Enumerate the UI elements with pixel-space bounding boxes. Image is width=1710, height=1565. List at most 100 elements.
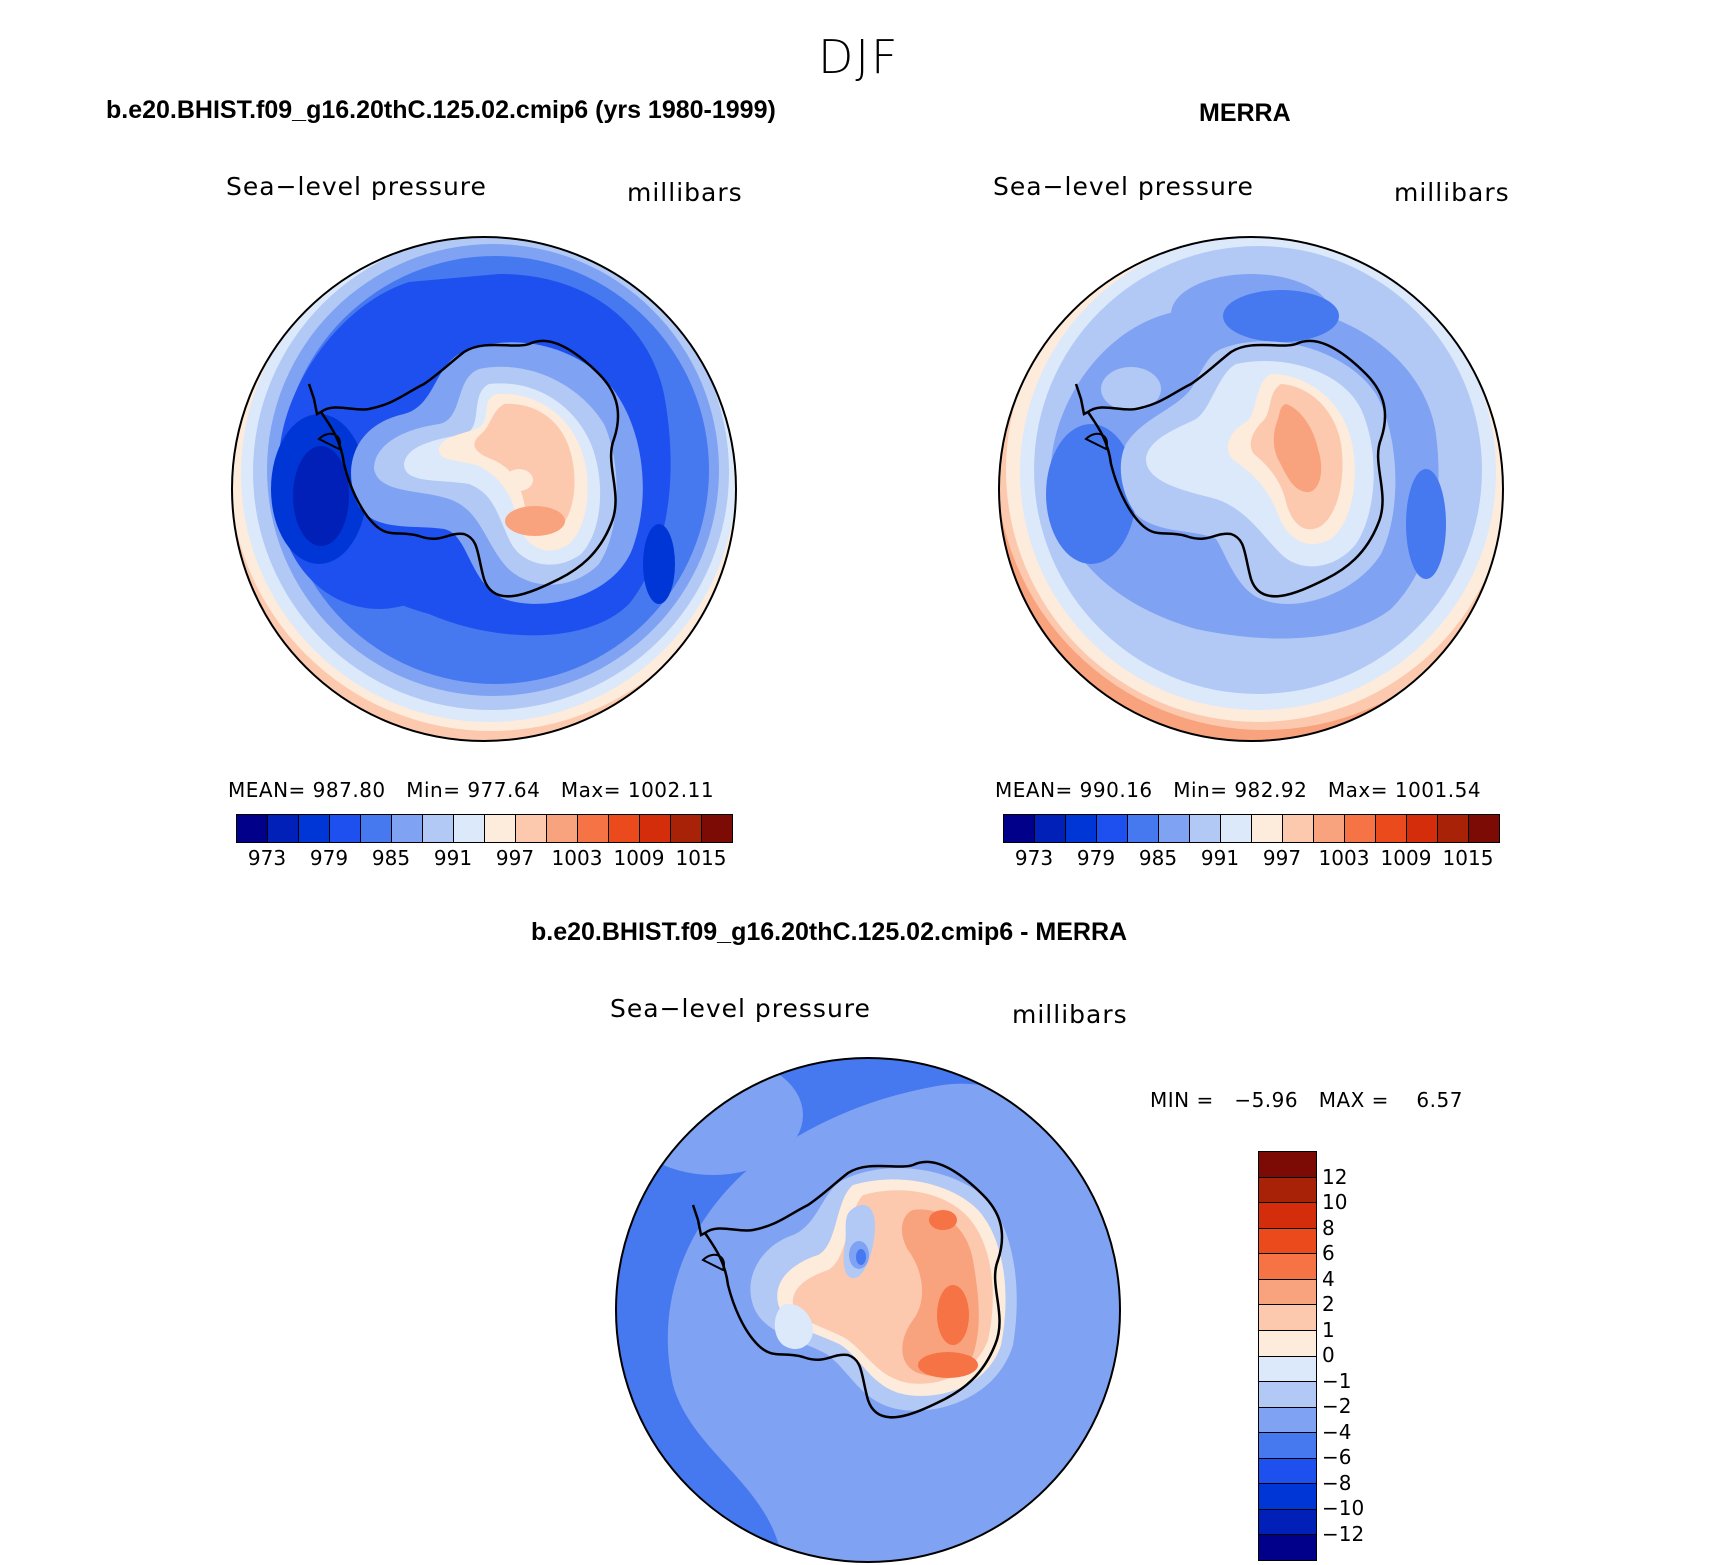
colorbar-swatch bbox=[237, 815, 268, 842]
colorbar-swatch bbox=[485, 815, 516, 842]
colorbar-tick-label: 1003 bbox=[551, 846, 603, 870]
colorbar-swatch bbox=[1345, 815, 1376, 842]
colorbar-swatch bbox=[1438, 815, 1469, 842]
model-stats: MEAN= 987.80 Min= 977.64 Max= 1002.11 bbox=[228, 778, 714, 802]
diff-min-label: MIN = bbox=[1150, 1088, 1214, 1112]
colorbar-tick-label: 997 bbox=[1262, 846, 1302, 870]
colorbar-swatch bbox=[1259, 1254, 1316, 1280]
colorbar-tick-label: 2 bbox=[1322, 1292, 1335, 1316]
obs-variable-label: Sea−level pressure bbox=[993, 172, 1254, 201]
obs-polar-map bbox=[998, 236, 1504, 742]
obs-min-label: Min= bbox=[1173, 778, 1228, 802]
colorbar-tick-label: −8 bbox=[1322, 1470, 1352, 1495]
colorbar-swatch bbox=[299, 815, 330, 842]
model-variable-label: Sea−level pressure bbox=[226, 172, 487, 201]
colorbar-tick-label: 8 bbox=[1322, 1215, 1335, 1240]
colorbar-tick-label: 991 bbox=[1200, 846, 1240, 870]
colorbar-tick-label: 1015 bbox=[1442, 846, 1494, 870]
model-min-value: 977.64 bbox=[467, 778, 541, 802]
diff-min-value: −5.96 bbox=[1234, 1088, 1299, 1112]
obs-case-title: MERRA bbox=[1199, 99, 1291, 127]
colorbar-swatch bbox=[1190, 815, 1221, 842]
colorbar-tick-label: 4 bbox=[1322, 1266, 1335, 1291]
colorbar-tick-label: −10 bbox=[1322, 1496, 1365, 1520]
colorbar-swatch bbox=[1259, 1356, 1316, 1383]
colorbar-tick-label: 973 bbox=[247, 846, 287, 870]
colorbar-tick-label: 12 bbox=[1322, 1164, 1348, 1189]
colorbar-tick-label: 0 bbox=[1322, 1343, 1335, 1367]
colorbar-swatch bbox=[1252, 815, 1283, 842]
colorbar-swatch bbox=[1097, 815, 1128, 842]
colorbar-tick-label: 1015 bbox=[675, 846, 727, 870]
colorbar-swatch bbox=[1376, 815, 1407, 842]
colorbar-swatch bbox=[1221, 815, 1252, 842]
model-max-value: 1002.11 bbox=[627, 778, 715, 802]
colorbar-swatch bbox=[1283, 815, 1314, 842]
colorbar-swatch bbox=[1469, 815, 1499, 842]
colorbar-tick-label: −1 bbox=[1322, 1368, 1352, 1393]
colorbar-swatch bbox=[361, 815, 392, 842]
colorbar-tick-label: 1003 bbox=[1318, 846, 1370, 870]
colorbar-swatch bbox=[702, 815, 732, 842]
obs-max-value: 1001.54 bbox=[1394, 778, 1482, 802]
obs-max-label: Max= bbox=[1327, 778, 1388, 802]
colorbar-swatch bbox=[1259, 1458, 1316, 1485]
colorbar-tick-label: −12 bbox=[1322, 1521, 1365, 1546]
obs-mean-value: 990.16 bbox=[1079, 778, 1153, 802]
colorbar-swatch bbox=[1259, 1305, 1316, 1331]
colorbar-swatch bbox=[268, 815, 299, 842]
colorbar-swatch bbox=[1259, 1228, 1316, 1255]
diff-polar-map bbox=[615, 1057, 1121, 1563]
colorbar-tick-label: −4 bbox=[1322, 1419, 1352, 1444]
colorbar-swatch bbox=[1035, 815, 1066, 842]
colorbar-swatch bbox=[1259, 1382, 1316, 1408]
colorbar-swatch bbox=[1407, 815, 1438, 842]
colorbar-tick-label: 6 bbox=[1322, 1241, 1335, 1265]
model-min-label: Min= bbox=[406, 778, 461, 802]
colorbar-tick-label: 10 bbox=[1322, 1190, 1348, 1214]
model-mean-label: MEAN= bbox=[228, 778, 306, 802]
colorbar-swatch bbox=[1314, 815, 1345, 842]
colorbar-tick-label: 991 bbox=[433, 846, 473, 870]
colorbar-swatch bbox=[1259, 1330, 1316, 1357]
obs-stats: MEAN= 990.16 Min= 982.92 Max= 1001.54 bbox=[995, 778, 1481, 802]
model-mean-value: 987.80 bbox=[312, 778, 386, 802]
colorbar-swatch bbox=[1259, 1203, 1316, 1229]
colorbar-tick-label: −2 bbox=[1322, 1394, 1352, 1418]
diff-max-value: 6.57 bbox=[1416, 1088, 1463, 1112]
colorbar-swatch bbox=[1259, 1509, 1316, 1536]
model-max-label: Max= bbox=[560, 778, 621, 802]
colorbar-swatch bbox=[1066, 815, 1097, 842]
colorbar-swatch bbox=[1259, 1535, 1316, 1560]
colorbar-tick-label: 1 bbox=[1322, 1317, 1335, 1342]
colorbar-swatch bbox=[1259, 1407, 1316, 1434]
colorbar-swatch bbox=[1259, 1433, 1316, 1459]
diff-max-label: MAX = bbox=[1318, 1088, 1389, 1112]
colorbar-swatch bbox=[454, 815, 485, 842]
obs-min-value: 982.92 bbox=[1234, 778, 1308, 802]
diff-stats: MIN = −5.96 MAX = 6.57 bbox=[1150, 1088, 1463, 1112]
diff-units-label: millibars bbox=[1012, 1000, 1128, 1029]
colorbar-swatch bbox=[1259, 1279, 1316, 1306]
obs-units-label: millibars bbox=[1394, 178, 1510, 207]
colorbar-tick-label: 979 bbox=[309, 846, 349, 870]
model-colorbar bbox=[236, 814, 733, 843]
colorbar-tick-label: 985 bbox=[1138, 846, 1178, 870]
obs-colorbar-ticks: 973 979 985 991 997 1003 1009 1015 bbox=[0, 846, 1710, 874]
model-polar-map bbox=[231, 236, 737, 742]
colorbar-swatch bbox=[1259, 1484, 1316, 1510]
model-units-label: millibars bbox=[627, 178, 743, 207]
colorbar-swatch bbox=[516, 815, 547, 842]
colorbar-swatch bbox=[1004, 815, 1035, 842]
colorbar-tick-label: 1009 bbox=[613, 846, 665, 870]
colorbar-swatch bbox=[392, 815, 423, 842]
colorbar-swatch bbox=[1128, 815, 1159, 842]
diff-variable-label: Sea−level pressure bbox=[610, 994, 871, 1023]
colorbar-swatch bbox=[1259, 1177, 1316, 1204]
colorbar-tick-label: 973 bbox=[1014, 846, 1054, 870]
colorbar-swatch bbox=[423, 815, 454, 842]
model-case-title: b.e20.BHIST.f09_g16.20thC.125.02.cmip6 (… bbox=[106, 96, 776, 124]
colorbar-swatch bbox=[640, 815, 671, 842]
colorbar-swatch bbox=[671, 815, 702, 842]
